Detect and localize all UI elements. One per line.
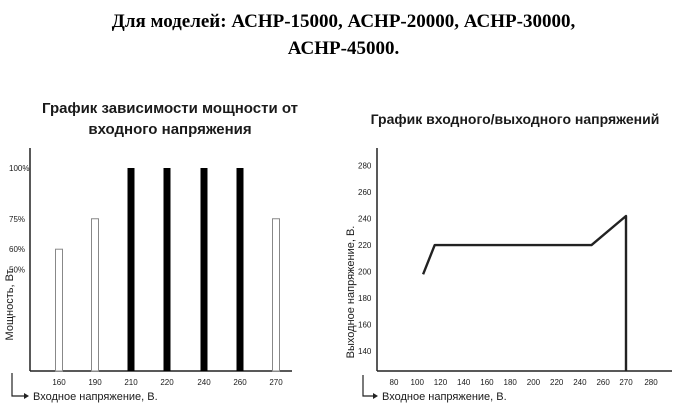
- power-chart-xlabel: Входное напряжение, В.: [33, 391, 158, 403]
- power-bar-190: [91, 218, 99, 372]
- power-chart-xtick-label: 270: [269, 378, 283, 387]
- power-bar-220: [163, 168, 171, 371]
- power-chart-xtick-label: 210: [124, 378, 138, 387]
- voltage-chart-ytick-label: 260: [358, 188, 372, 197]
- voltage-chart-xtick-label: 240: [573, 378, 587, 387]
- voltage-series-line: [421, 214, 628, 371]
- power-chart-xtick-label: 260: [233, 378, 247, 387]
- power-bar-240: [200, 168, 208, 371]
- voltage-chart-ytick-label: 240: [358, 215, 372, 224]
- voltage-chart-axis-arrowhead: [373, 393, 378, 399]
- power-chart-ytick-label: 75%: [9, 215, 25, 224]
- power-chart-xtick-label: 190: [88, 378, 102, 387]
- voltage-chart-xtick-label: 260: [596, 378, 610, 387]
- voltage-chart-xtick-label: 100: [411, 378, 425, 387]
- voltage-chart: График входного/выходного напряжений 140…: [345, 111, 672, 403]
- voltage-chart-xlabel: Входное напряжение, В.: [382, 391, 507, 403]
- power-chart-axis-arrow: [11, 373, 27, 397]
- voltage-chart-xtick-label: 180: [504, 378, 518, 387]
- voltage-chart-ytick-label: 160: [358, 321, 372, 330]
- power-chart-title-line1: График зависимости мощности от: [42, 100, 298, 117]
- voltage-chart-ytick-label: 220: [358, 241, 372, 250]
- power-bar-270: [272, 218, 280, 372]
- voltage-chart-ylabel: Выходное напряжение, В.: [345, 226, 357, 359]
- voltage-chart-xtick-label: 140: [457, 378, 471, 387]
- voltage-chart-xtick-label: 280: [644, 378, 658, 387]
- voltage-chart-xtick-label: 270: [619, 378, 633, 387]
- models-header: Для моделей: АСНР-15000, АСНР-20000, АСН…: [0, 8, 687, 62]
- power-chart-title-line2: входного напряжения: [88, 121, 251, 138]
- power-chart-xtick-label: 160: [52, 378, 66, 387]
- voltage-chart-ytick-label: 180: [358, 294, 372, 303]
- voltage-chart-xtick-label: 220: [550, 378, 564, 387]
- power-chart-ytick-label: 60%: [9, 245, 25, 254]
- voltage-chart-ytick-label: 200: [358, 268, 372, 277]
- power-chart-xtick-label: 240: [197, 378, 211, 387]
- models-header-line1: Для моделей: АСНР-15000, АСНР-20000, АСН…: [111, 11, 576, 32]
- voltage-chart-xtick-label: 160: [480, 378, 494, 387]
- voltage-chart-xtick-label: 80: [390, 378, 399, 387]
- power-chart-ytick-label: 100%: [9, 164, 29, 173]
- voltage-chart-axis-arrow: [362, 375, 376, 397]
- power-chart-xtick-label: 220: [160, 378, 174, 387]
- power-chart-axis-arrowhead: [24, 393, 29, 399]
- power-chart-ytick-label: 50%: [9, 266, 25, 275]
- voltage-chart-title: График входного/выходного напряжений: [371, 111, 660, 127]
- voltage-chart-xtick-label: 120: [434, 378, 448, 387]
- power-bar-260: [236, 168, 244, 371]
- voltage-chart-ytick-label: 280: [358, 162, 372, 171]
- voltage-chart-ytick-label: 140: [358, 347, 372, 356]
- power-chart: График зависимости мощности от входного …: [4, 100, 298, 403]
- power-bar-210: [127, 168, 135, 371]
- models-header-line2: АСНР-45000.: [287, 38, 400, 59]
- voltage-chart-xtick-label: 200: [527, 378, 541, 387]
- power-chart-ylabel: Мощность, Вт.: [4, 268, 16, 341]
- power-bar-160: [55, 248, 63, 372]
